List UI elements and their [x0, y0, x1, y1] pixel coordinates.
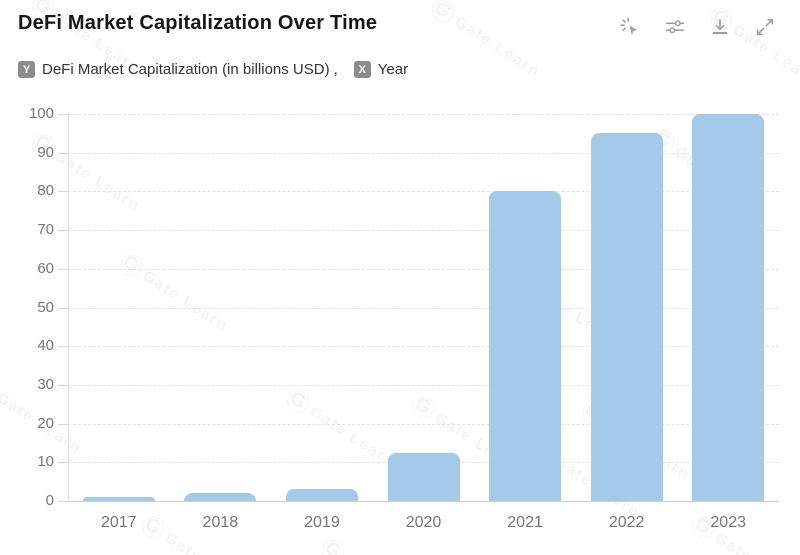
gridline: [68, 423, 779, 425]
gridline: [68, 191, 779, 193]
y-axis-line: [68, 114, 69, 501]
gridline: [68, 230, 779, 232]
y-tick-label: 0: [45, 492, 54, 509]
x-tick-label: 2021: [507, 514, 543, 531]
x-tick-label: 2020: [405, 514, 442, 531]
x-axis-line: [68, 501, 779, 502]
bar-2023[interactable]: [692, 114, 765, 501]
gridline: [68, 346, 779, 348]
x-tick-label: 2022: [608, 514, 645, 531]
y-tick-mark: [58, 462, 68, 464]
bar-2018[interactable]: [184, 493, 257, 501]
gridline: [68, 268, 779, 270]
interact-icon[interactable]: [619, 16, 641, 38]
y-tick-mark: [58, 307, 68, 309]
y-tick-mark: [58, 346, 68, 348]
x-tick-label: 2019: [304, 514, 340, 531]
y-axis-badge: Y: [18, 61, 35, 78]
y-tick-label: 90: [37, 143, 54, 161]
y-tick-label: 20: [37, 414, 54, 432]
y-tick-label: 50: [37, 298, 54, 316]
y-tick-mark: [58, 152, 68, 154]
y-tick-label: 100: [28, 105, 54, 122]
y-tick-label: 40: [37, 337, 54, 355]
x-tick-label: 2018: [202, 514, 239, 531]
y-tick-label: 10: [37, 453, 54, 471]
y-tick-label: 30: [37, 375, 54, 393]
y-tick-mark: [58, 268, 68, 270]
x-tick-label: 2023: [710, 514, 746, 531]
y-tick-label: 70: [37, 221, 54, 239]
legend-separator: ,: [333, 61, 338, 78]
y-tick-label: 60: [37, 259, 54, 277]
chart-header: DeFi Market Capitalization Over Time: [18, 12, 782, 38]
y-tick-mark: [58, 423, 68, 425]
bar-2019[interactable]: [285, 489, 358, 501]
axis-legend: Y DeFi Market Capitalization (in billion…: [18, 61, 408, 78]
bar-2021[interactable]: [489, 191, 562, 501]
y-tick-mark: [58, 384, 68, 386]
y-tick-mark: [58, 191, 68, 193]
gridline: [68, 152, 779, 154]
chart-title: DeFi Market Capitalization Over Time: [18, 12, 378, 34]
bar-2020[interactable]: [387, 452, 460, 501]
expand-icon[interactable]: [754, 16, 776, 38]
gridline: [68, 114, 779, 115]
gridline: [68, 384, 779, 386]
chart-toolbar: [619, 16, 776, 38]
y-tick-label: 80: [37, 182, 54, 200]
y-axis-description: DeFi Market Capitalization (in billions …: [42, 61, 330, 78]
x-axis-description: Year: [377, 61, 409, 78]
bar-2017[interactable]: [82, 497, 155, 501]
y-tick-mark: [58, 114, 68, 115]
sliders-icon[interactable]: [664, 16, 686, 38]
bar-2022[interactable]: [590, 133, 663, 501]
download-icon[interactable]: [709, 16, 731, 38]
gridline: [68, 307, 779, 309]
x-axis-badge: X: [353, 61, 371, 78]
y-tick-mark: [58, 501, 68, 502]
x-tick-label: 2017: [100, 514, 137, 531]
y-tick-mark: [58, 230, 68, 232]
